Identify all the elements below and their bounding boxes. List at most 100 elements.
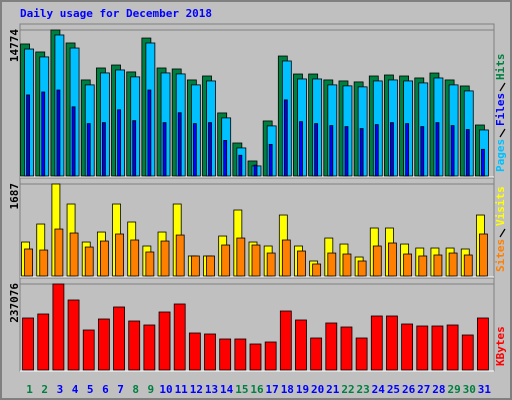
bar [69,232,79,277]
bar [479,233,488,277]
bar [37,313,50,371]
bar [173,303,186,371]
x-tick-label: 6 [102,383,109,396]
bar [327,252,337,277]
bar [446,324,459,371]
bar [357,260,367,277]
legend-label: Sites [494,239,507,272]
bar [388,242,397,277]
bar [238,154,243,177]
x-tick-label: 23 [357,383,370,396]
x-tick-label: 10 [159,383,172,396]
bar [188,332,201,371]
legend-separator [499,82,506,92]
bar [86,123,91,177]
x-tick-label: 21 [326,383,340,396]
legend-label: Visits [494,186,507,226]
x-tick-label: 29 [447,383,460,396]
bar [355,337,368,371]
x-tick-label: 17 [266,383,279,396]
bar [219,338,232,371]
bar [465,129,470,177]
bar [310,337,323,371]
bar [405,123,410,177]
x-tick-label: 2 [41,383,48,396]
bar [84,246,94,277]
bar [403,253,413,277]
x-tick-label: 13 [205,383,218,396]
bar [450,125,455,177]
bar [266,252,276,277]
x-tick-label: 3 [57,383,64,396]
bar [132,120,137,177]
y-tick-label: 237076 [8,283,21,323]
bar [162,122,167,177]
bar [420,126,425,177]
bar [54,228,64,277]
x-tick-label: 26 [402,383,416,396]
legend-label: Hits [494,54,507,81]
bar [117,109,121,177]
bar [463,254,473,277]
bar [158,311,171,371]
bar [67,299,80,371]
x-tick-label: 15 [235,383,248,396]
bar [56,89,61,177]
bar [101,122,106,177]
bar [481,148,485,177]
bar [329,125,334,177]
bar [401,323,414,371]
x-tick-label: 28 [432,383,445,396]
legend-label: KBytes [494,326,507,366]
y-tick-label: 1687 [8,183,21,210]
bar [340,326,353,371]
bar [82,329,95,371]
bar [175,234,185,277]
bar [253,164,258,177]
x-tick-label: 31 [478,383,492,396]
x-tick-label: 25 [387,383,400,396]
bar [208,122,212,177]
bar [206,255,215,277]
bar [143,324,156,371]
bar [113,306,125,371]
bar [433,254,443,277]
bar [160,240,170,277]
bar [115,233,124,277]
bar [221,244,231,277]
bar [314,123,319,177]
legend-label: Pages [494,139,507,172]
bar [204,333,216,371]
x-tick-label: 5 [87,383,94,396]
bar [128,320,141,371]
x-tick-label: 24 [372,383,386,396]
x-tick-label: 8 [132,383,139,396]
x-tick-label: 18 [281,383,294,396]
bar [374,124,379,177]
bar [26,94,30,177]
bar [52,283,65,371]
legend-label: Files [494,93,507,126]
bar [236,237,246,277]
bar [372,245,382,277]
legend-separator [499,228,506,238]
bar [299,121,303,177]
bar [97,318,110,371]
bar [370,315,383,371]
bar [71,106,76,177]
x-tick-label: 30 [463,383,476,396]
bar [99,240,109,277]
bar [448,252,458,277]
x-tick-label: 20 [311,383,324,396]
x-tick-label: 14 [220,383,234,396]
bar [145,251,155,277]
x-tick-label: 9 [148,383,155,396]
x-tick-label: 11 [175,383,189,396]
y-tick-label: 14774 [8,29,21,62]
bar [249,343,262,371]
x-tick-label: 12 [190,383,203,396]
bar [251,244,261,277]
bar [386,315,398,371]
bar [147,89,152,177]
